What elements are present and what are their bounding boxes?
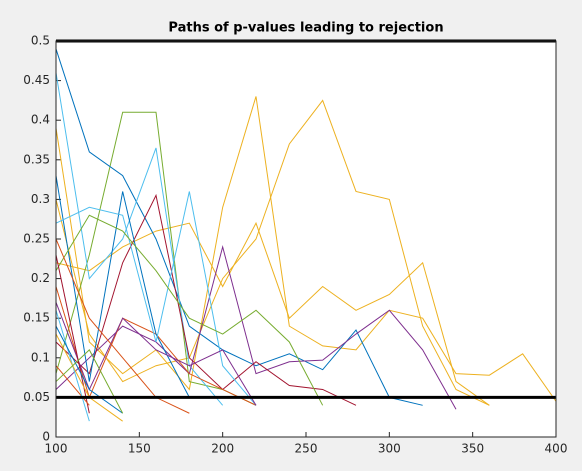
series-line <box>55 244 457 410</box>
series-line <box>55 193 357 406</box>
x-tick-label: 250 <box>295 442 318 456</box>
y-tick-label: 0.15 <box>23 311 50 325</box>
y-tick-label: 0.1 <box>31 350 50 364</box>
y-tick-label: 0.5 <box>31 34 50 48</box>
y-tick-label: 0.4 <box>31 113 50 127</box>
x-tick-label: 400 <box>545 442 568 456</box>
series-line <box>55 221 490 406</box>
series-line <box>55 349 124 414</box>
series-line <box>55 238 190 414</box>
x-tick-label: 350 <box>461 442 484 456</box>
x-tick-label: 150 <box>128 442 151 456</box>
x-tick-label: 300 <box>378 442 401 456</box>
series-line <box>55 99 490 406</box>
y-tick-label: 0.2 <box>31 271 50 285</box>
series-line <box>55 72 224 406</box>
series-line <box>55 191 257 406</box>
y-tick-label: 0 <box>42 430 50 444</box>
chart-title: Paths of p-values leading to rejection <box>168 21 443 36</box>
y-tick-label: 0.45 <box>23 73 50 87</box>
series-line <box>55 48 423 406</box>
y-tick-label: 0.35 <box>23 152 50 166</box>
axes-box <box>55 40 557 438</box>
series-line <box>55 214 324 406</box>
series-line <box>55 96 557 402</box>
series-line <box>55 325 123 414</box>
y-tick-label: 0.05 <box>23 390 50 404</box>
y-tick-label: 0.25 <box>23 232 50 246</box>
y-tick-label: 0.3 <box>31 192 50 206</box>
x-tick-label: 100 <box>45 442 68 456</box>
x-tick-label: 200 <box>211 442 234 456</box>
